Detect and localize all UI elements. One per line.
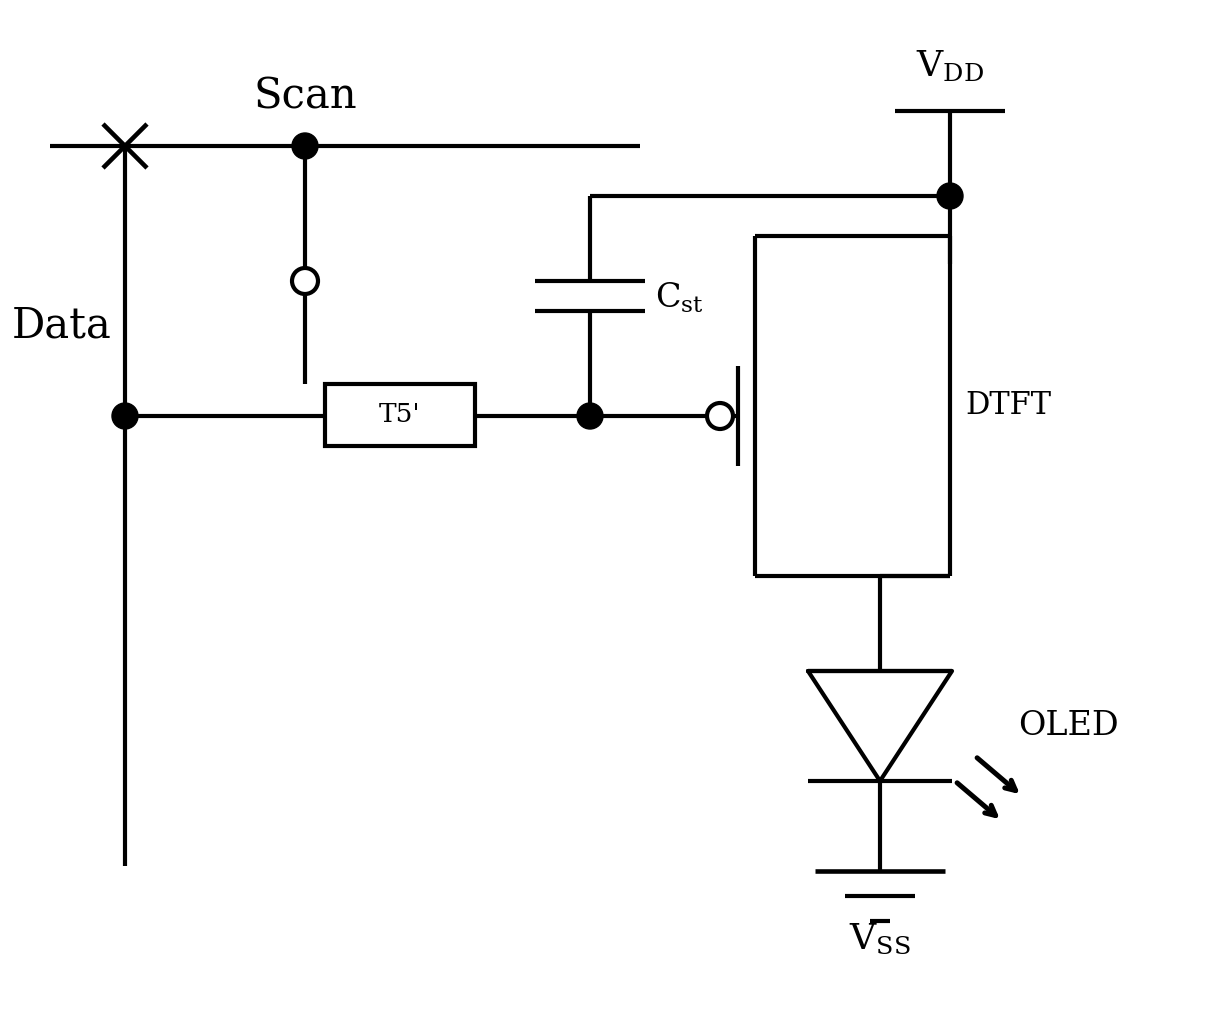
Circle shape — [937, 183, 963, 209]
Circle shape — [112, 403, 138, 429]
Text: $\mathregular{C_{\mathregular{st}}}$: $\mathregular{C_{\mathregular{st}}}$ — [655, 281, 704, 315]
Text: Data: Data — [12, 305, 112, 347]
Text: OLED: OLED — [1018, 710, 1119, 742]
Bar — [325, 384, 475, 446]
Circle shape — [707, 403, 733, 429]
Text: T5': T5' — [379, 402, 420, 428]
Circle shape — [577, 403, 603, 429]
Text: $\mathregular{V_{\mathregular{DD}}}$: $\mathregular{V_{\mathregular{DD}}}$ — [916, 48, 985, 84]
Circle shape — [292, 268, 318, 294]
Text: Scan: Scan — [254, 76, 356, 118]
Text: DTFT: DTFT — [965, 391, 1051, 422]
Text: $\mathregular{V_{\mathregular{SS}}}$: $\mathregular{V_{\mathregular{SS}}}$ — [849, 921, 911, 956]
Circle shape — [292, 133, 318, 159]
